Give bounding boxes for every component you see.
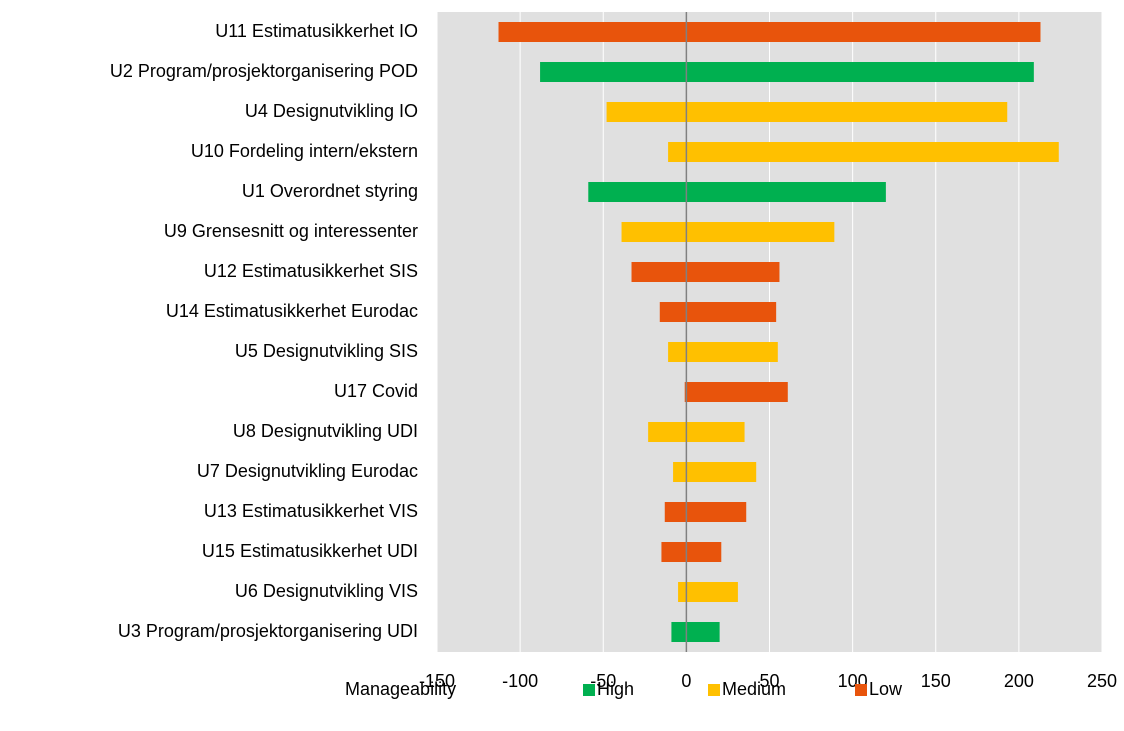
bar [668, 342, 778, 362]
bar [684, 382, 788, 402]
bar [588, 182, 886, 202]
bar [678, 582, 738, 602]
bar [540, 62, 1034, 82]
y-tick-label: U12 Estimatusikkerhet SIS [204, 261, 418, 281]
bar [661, 542, 722, 562]
x-tick-label: -150 [419, 671, 455, 691]
y-tick-label: U11 Estimatusikkerhet IO [215, 21, 418, 41]
y-tick-label: U13 Estimatusikkerhet VIS [204, 501, 418, 521]
bar [498, 22, 1041, 42]
y-tick-label: U8 Designutvikling UDI [233, 421, 418, 441]
bar [668, 142, 1059, 162]
legend-label: Medium [722, 679, 786, 699]
y-tick-label: U7 Designutvikling Eurodac [197, 461, 418, 481]
x-tick-label: 0 [681, 671, 691, 691]
bar [671, 622, 720, 642]
bar [648, 422, 745, 442]
x-tick-label: -100 [502, 671, 538, 691]
y-tick-label: U3 Program/prosjektorganisering UDI [118, 621, 418, 641]
legend-swatch [708, 684, 720, 696]
legend-swatch [855, 684, 867, 696]
y-tick-label: U6 Designutvikling VIS [235, 581, 418, 601]
legend-swatch [583, 684, 595, 696]
bar [621, 222, 835, 242]
y-tick-label: U4 Designutvikling IO [245, 101, 418, 121]
bar [631, 262, 780, 282]
legend-title: Manageability [345, 679, 456, 699]
bar [659, 302, 777, 322]
bar [673, 462, 757, 482]
legend-label: Low [869, 679, 903, 699]
y-tick-label: U9 Grensesnitt og interessenter [164, 221, 418, 241]
legend-label: High [597, 679, 634, 699]
x-tick-label: 150 [921, 671, 951, 691]
y-tick-label: U1 Overordnet styring [242, 181, 418, 201]
y-tick-label: U15 Estimatusikkerhet UDI [202, 541, 418, 561]
x-tick-label: 50 [759, 671, 779, 691]
x-tick-label: -50 [590, 671, 616, 691]
y-tick-label: U5 Designutvikling SIS [235, 341, 418, 361]
y-tick-label: U10 Fordeling intern/ekstern [191, 141, 418, 161]
y-tick-label: U2 Program/prosjektorganisering POD [110, 61, 418, 81]
bar [664, 502, 747, 522]
y-tick-label: U14 Estimatusikkerhet Eurodac [166, 301, 418, 321]
y-tick-label: U17 Covid [334, 381, 418, 401]
x-tick-label: 200 [1004, 671, 1034, 691]
x-tick-label: 250 [1087, 671, 1117, 691]
bar [606, 102, 1008, 122]
